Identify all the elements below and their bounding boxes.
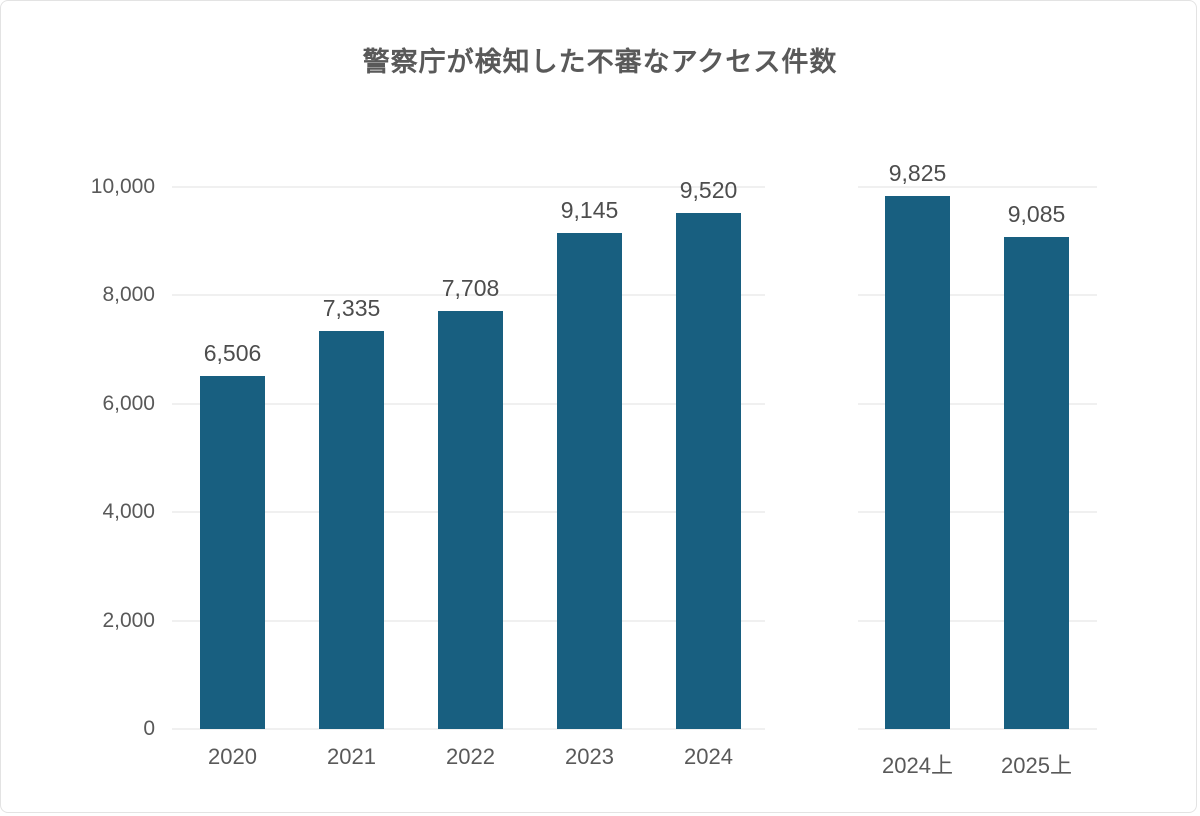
bar-2021 [319, 331, 384, 729]
x-axis-label: 2022 [446, 744, 495, 769]
x-axis-label: 2024 [684, 744, 733, 769]
bar-value-label: 9,825 [888, 160, 947, 187]
y-axis-tick-label: 0 [143, 717, 155, 740]
bar-value-label: 9,145 [560, 197, 619, 224]
bar-2020 [200, 376, 265, 729]
x-axis-label: 2023 [565, 744, 614, 769]
bar-value-label: 6,506 [203, 340, 262, 367]
y-axis-tick-label: 8,000 [102, 283, 155, 307]
y-axis-tick-label: 2,000 [102, 608, 155, 632]
gridline [858, 619, 1097, 622]
x-axis-label: 2020 [208, 744, 257, 769]
bar-2024 [676, 213, 741, 729]
bar-2025上 [1004, 236, 1069, 729]
gridline [858, 402, 1097, 405]
gridline [172, 728, 765, 730]
bar-2024上 [885, 196, 950, 729]
bar-2023 [557, 233, 622, 729]
gridline [858, 186, 1097, 188]
gridline [858, 728, 1097, 730]
x-axis-label: 2021 [327, 744, 376, 769]
bar-value-label: 9,520 [679, 177, 738, 204]
y-axis-tick-label: 10,000 [90, 175, 155, 198]
y-axis-tick-label: 4,000 [102, 500, 155, 524]
bar-2022 [438, 311, 503, 729]
y-axis-tick-label: 6,000 [102, 391, 155, 415]
gridline [172, 294, 765, 297]
gridline [858, 294, 1097, 297]
bar-value-label: 7,335 [322, 295, 381, 322]
x-axis-label: 2024上 [882, 753, 953, 778]
chart-title: 警察庁が検知した不審なアクセス件数 [362, 47, 838, 77]
bar-value-label: 9,085 [1007, 200, 1066, 227]
gridline [858, 511, 1097, 514]
bar-value-label: 7,708 [441, 275, 500, 302]
x-axis-label: 2025上 [1001, 753, 1072, 778]
gridline [172, 186, 765, 188]
